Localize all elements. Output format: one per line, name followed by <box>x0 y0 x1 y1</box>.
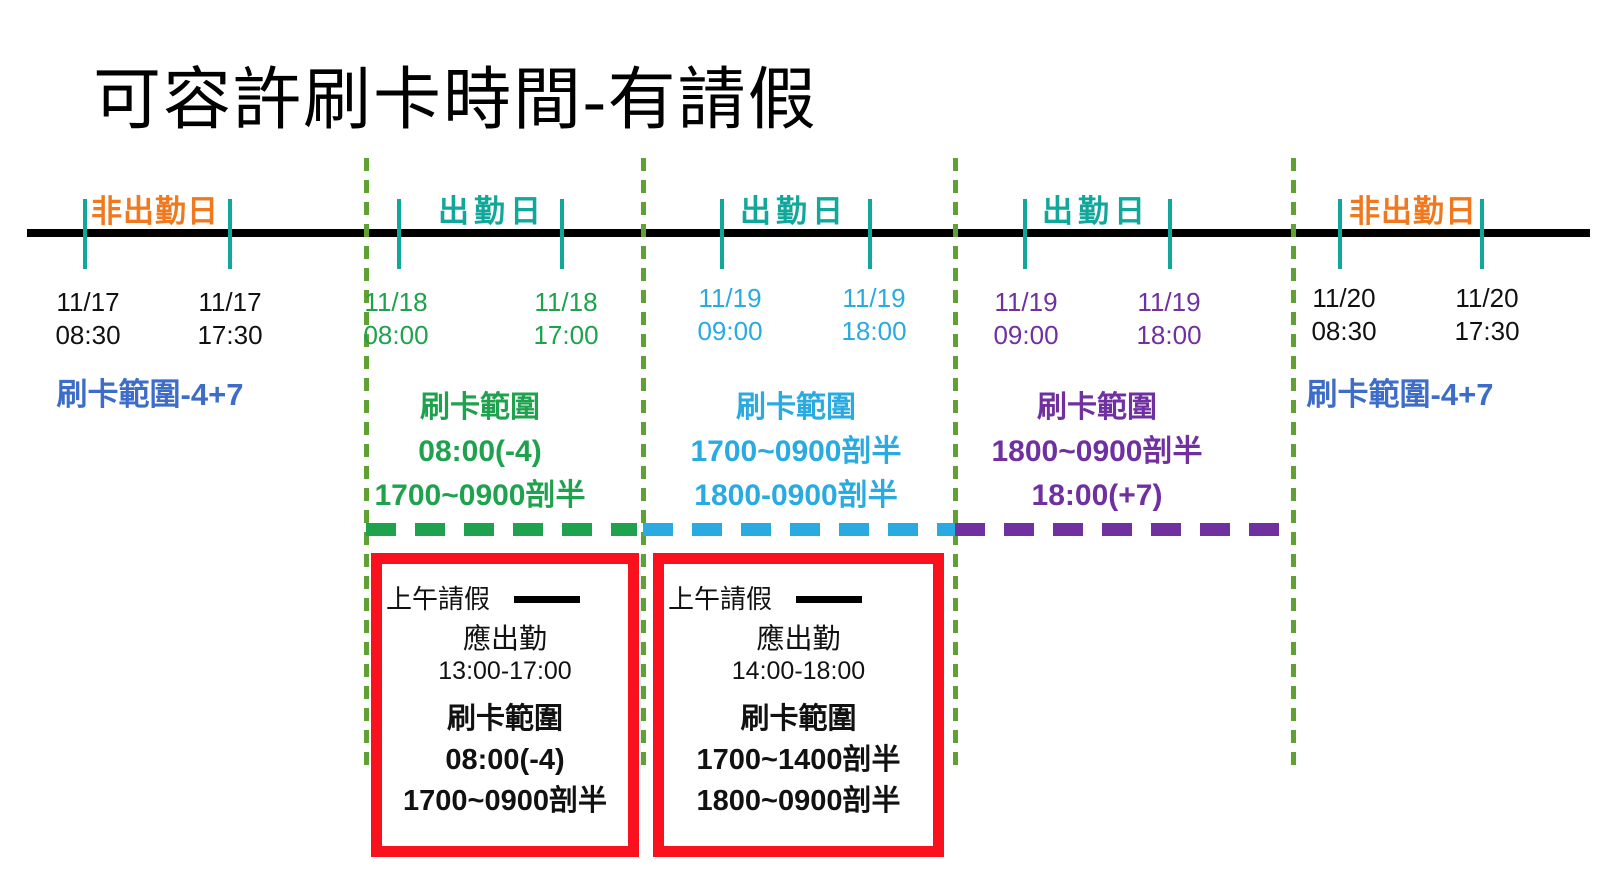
range-line: 刷卡範圍 <box>736 391 856 424</box>
section-label-workday-2: 出勤日 <box>740 194 848 229</box>
tick-time: 09:00 <box>697 316 763 346</box>
tick-mark <box>868 199 872 269</box>
tick-date: 11/20 <box>1312 283 1376 313</box>
section-label-nonworkday-1: 非出勤日 <box>91 194 219 229</box>
range-title: 刷卡範圍 <box>446 703 563 735</box>
leave-label: 上午請假 <box>386 584 491 614</box>
tick-time: 18:00 <box>841 316 907 346</box>
day-divider-line-4 <box>1291 158 1296 773</box>
leave-box-day2: 上午請假 應出勤 13:00-17:00 刷卡範圍 08:00(-4) 1700… <box>371 553 639 857</box>
tick-mark <box>1338 199 1342 269</box>
tick-date: 11/18 <box>364 287 428 317</box>
range-dash-blue <box>643 523 955 536</box>
range-line: 1700~0900剖半 <box>690 435 902 468</box>
tick-date: 11/18 <box>534 287 598 317</box>
tick-date: 11/20 <box>1455 283 1519 313</box>
tick-time: 17:30 <box>1454 316 1520 346</box>
section-label-nonworkday-2: 非出勤日 <box>1349 194 1477 229</box>
tick-date: 11/17 <box>56 287 120 317</box>
range-line: 08:00(-4) <box>418 435 542 468</box>
day-divider-line-1 <box>364 158 369 773</box>
swipe-range-day2: 刷卡範圍 08:00(-4) 1700~0900剖半 <box>375 386 586 518</box>
range-dash-purple <box>955 523 1293 536</box>
range-line: 1800~0900剖半 <box>991 435 1203 468</box>
duty-label: 應出勤 <box>756 623 841 654</box>
tick-time: 09:00 <box>993 320 1059 350</box>
leave-swipe-range: 刷卡範圍 1700~1400剖半 1800~0900剖半 <box>664 699 933 822</box>
tick-time: 17:30 <box>197 320 263 350</box>
tick-date: 11/19 <box>1137 287 1201 317</box>
range-line: 1800-0900剖半 <box>694 479 898 512</box>
tick-date: 11/19 <box>994 287 1058 317</box>
tick-time: 17:00 <box>533 320 599 350</box>
range-dash-green <box>366 523 637 536</box>
range-line: 1700~0900剖半 <box>403 785 607 817</box>
range-line: 1800~0900剖半 <box>696 785 901 817</box>
duty-time: 13:00-17:00 <box>438 657 572 685</box>
tick-datetime: 11/19 18:00 <box>841 282 906 348</box>
section-label-workday-3: 出勤日 <box>1042 194 1150 229</box>
tick-datetime: 11/17 08:30 <box>55 286 120 352</box>
tick-datetime: 11/19 09:00 <box>993 286 1058 352</box>
leave-period-line <box>796 596 863 603</box>
day-divider-line-3 <box>953 158 958 773</box>
tick-mark <box>560 199 564 269</box>
section-label-workday-1: 出勤日 <box>438 194 546 229</box>
tick-date: 11/17 <box>198 287 262 317</box>
tick-datetime: 11/18 17:00 <box>533 286 598 352</box>
tick-date: 11/19 <box>842 283 906 313</box>
tick-mark <box>1480 199 1484 269</box>
range-line: 08:00(-4) <box>445 744 565 776</box>
range-line: 18:00(+7) <box>1031 479 1163 512</box>
duty-label: 應出勤 <box>462 623 547 654</box>
tick-date: 11/19 <box>698 283 762 313</box>
tick-datetime: 11/20 08:30 <box>1311 282 1376 348</box>
leave-box-header: 上午請假 <box>386 579 581 616</box>
day-divider-line-2 <box>641 158 646 773</box>
range-line: 刷卡範圍 <box>420 391 540 424</box>
swipe-range-day3: 刷卡範圍 1700~0900剖半 1800-0900剖半 <box>691 386 902 518</box>
leave-period-line <box>514 596 581 603</box>
swipe-range-day5: 刷卡範圍-4+7 <box>1307 373 1494 417</box>
tick-mark <box>83 199 87 269</box>
tick-mark <box>1023 199 1027 269</box>
tick-datetime: 11/18 08:00 <box>363 286 428 352</box>
range-title: 刷卡範圍 <box>740 703 857 735</box>
tick-mark <box>397 199 401 269</box>
tick-datetime: 11/17 17:30 <box>197 286 262 352</box>
swipe-range-day1: 刷卡範圍-4+7 <box>57 373 244 417</box>
tick-datetime: 11/20 17:30 <box>1454 282 1519 348</box>
range-line: 1700~0900剖半 <box>374 479 586 512</box>
tick-mark <box>720 199 724 269</box>
tick-time: 08:30 <box>55 320 121 350</box>
tick-datetime: 11/19 18:00 <box>1136 286 1201 352</box>
tick-mark <box>228 199 232 269</box>
timeline-axis <box>27 229 1590 237</box>
tick-time: 18:00 <box>1136 320 1202 350</box>
range-line: 刷卡範圍 <box>1037 391 1157 424</box>
page-title: 可容許刷卡時間-有請假 <box>93 62 818 138</box>
tick-time: 08:30 <box>1311 316 1377 346</box>
tick-mark <box>1168 199 1172 269</box>
tick-time: 08:00 <box>363 320 429 350</box>
tick-datetime: 11/19 09:00 <box>697 282 762 348</box>
leave-label: 上午請假 <box>668 584 773 614</box>
range-line: 刷卡範圍-4+7 <box>1306 377 1494 412</box>
swipe-range-day4: 刷卡範圍 1800~0900剖半 18:00(+7) <box>992 386 1203 518</box>
range-line: 刷卡範圍-4+7 <box>56 377 244 412</box>
duty-time: 14:00-18:00 <box>731 657 866 685</box>
leave-swipe-range: 刷卡範圍 08:00(-4) 1700~0900剖半 <box>382 699 628 822</box>
leave-box-day3: 上午請假 應出勤 14:00-18:00 刷卡範圍 1700~1400剖半 18… <box>653 553 944 857</box>
leave-box-header: 上午請假 <box>668 579 863 616</box>
range-line: 1700~1400剖半 <box>696 744 901 776</box>
